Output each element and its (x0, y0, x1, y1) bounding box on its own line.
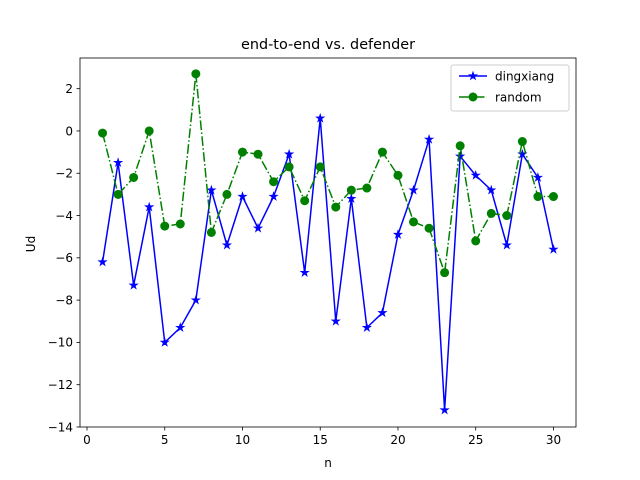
data-point (439, 404, 450, 415)
data-point (159, 337, 170, 347)
data-point (361, 322, 372, 332)
data-point (128, 279, 139, 290)
legend: dingxiang random (450, 64, 570, 112)
data-point (300, 196, 310, 206)
x-tick-label: 10 (235, 433, 250, 447)
data-point (160, 221, 170, 231)
data-point (548, 192, 558, 202)
data-point (362, 183, 372, 193)
data-point (206, 227, 216, 237)
series-line-dingxiang (101, 117, 555, 411)
data-point (455, 150, 466, 161)
data-point (98, 128, 108, 138)
axes-frame (79, 57, 577, 428)
data-point (221, 239, 233, 250)
data-point (144, 201, 155, 212)
data-point (253, 149, 263, 159)
legend-marker (467, 70, 479, 81)
series-random (98, 69, 558, 278)
legend-label: random (495, 90, 542, 104)
y-tick-label: −4 (55, 209, 73, 223)
legend-entry-dingxiang: dingxiang (459, 69, 554, 83)
data-point (222, 189, 232, 199)
data-point (299, 267, 310, 277)
data-point (206, 184, 217, 195)
data-point (471, 236, 481, 246)
data-point (377, 147, 387, 157)
data-point (284, 148, 295, 159)
x-axis-label: n (324, 456, 332, 470)
data-point (112, 157, 124, 168)
data-point (330, 315, 341, 326)
data-point (97, 256, 108, 267)
data-point (129, 172, 139, 182)
x-tick-label: 20 (390, 433, 405, 447)
data-point (470, 169, 481, 180)
data-point (284, 162, 294, 172)
data-point (191, 69, 201, 79)
y-tick-label: −2 (55, 167, 73, 181)
data-point (440, 268, 450, 278)
y-tick-label: −8 (55, 293, 73, 307)
y-tick-label: −10 (48, 336, 73, 350)
data-point (393, 170, 403, 180)
data-point (377, 307, 388, 318)
data-point (502, 211, 512, 221)
data-point (532, 172, 544, 182)
data-point (175, 322, 186, 332)
y-tick-label: 0 (65, 124, 73, 138)
data-point (501, 239, 512, 250)
y-tick-label: −12 (48, 378, 73, 392)
y-axis-label: Ud (24, 236, 38, 252)
y-tick-label: −14 (48, 420, 73, 434)
data-point (548, 243, 559, 254)
data-point (533, 192, 543, 202)
data-point (190, 294, 201, 305)
data-point (455, 141, 465, 151)
data-point (237, 191, 248, 201)
legend-label: dingxiang (495, 69, 554, 83)
data-point (315, 112, 326, 123)
data-point (409, 217, 419, 227)
data-point (237, 147, 247, 157)
x-tick-label: 0 (83, 433, 91, 447)
x-tick-label: 15 (313, 433, 328, 447)
data-point (175, 219, 185, 229)
series-dingxiang (97, 112, 559, 415)
x-tick-label: 25 (468, 433, 483, 447)
y-tick-label: 2 (65, 82, 73, 96)
data-point (424, 223, 434, 233)
x-tick-label: 5 (161, 433, 169, 447)
data-point (486, 208, 496, 218)
data-point (423, 134, 435, 144)
data-point (517, 137, 527, 147)
chart-title: end-to-end vs. defender (241, 37, 415, 53)
data-point (144, 126, 154, 136)
data-point (486, 184, 497, 195)
data-point (113, 189, 123, 199)
data-point (269, 177, 279, 187)
data-point (408, 184, 419, 195)
legend-marker (468, 92, 478, 102)
data-point (268, 191, 279, 201)
data-point (346, 185, 356, 195)
y-tick-label: −6 (55, 251, 73, 265)
data-point (346, 193, 357, 203)
data-point (315, 162, 325, 172)
data-point (331, 202, 341, 212)
data-point (392, 229, 404, 239)
x-tick-label: 30 (546, 433, 561, 447)
legend-entry-random: random (459, 90, 542, 104)
data-point (252, 222, 264, 233)
